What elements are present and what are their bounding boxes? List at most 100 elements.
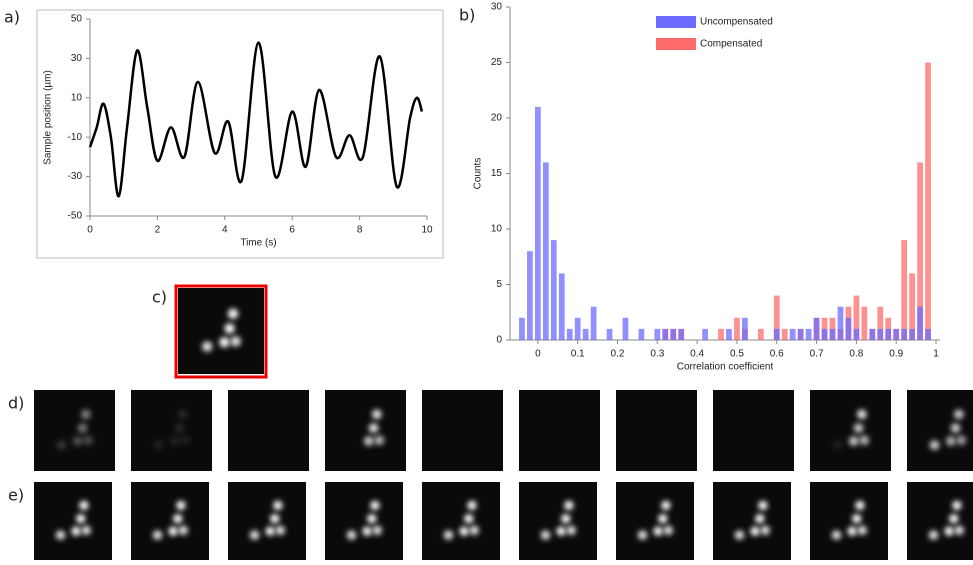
bar — [893, 328, 900, 340]
image-spot — [950, 423, 961, 433]
image-spot — [956, 435, 967, 446]
image-tile — [34, 482, 112, 560]
panel-a-frame — [36, 9, 444, 259]
image-tile — [228, 390, 309, 471]
image-spot — [760, 525, 770, 536]
image-spot — [346, 530, 357, 540]
bar — [678, 328, 685, 340]
image-spot — [374, 435, 385, 446]
image-spot — [275, 525, 285, 536]
image-spot — [944, 526, 954, 536]
x-axis-label: Correlation coefficient — [677, 362, 774, 373]
image-spot — [855, 500, 865, 511]
image-spot — [852, 513, 862, 524]
image-spot — [368, 423, 379, 433]
bar — [519, 317, 525, 340]
image-spot — [273, 500, 283, 511]
image-tile — [519, 482, 597, 560]
image-tile — [810, 390, 891, 471]
y-tick-label: 10 — [491, 224, 503, 235]
bar — [789, 328, 796, 340]
bar — [535, 106, 541, 341]
bar — [550, 240, 557, 340]
image-spot — [949, 513, 959, 524]
image-tile — [131, 390, 212, 471]
bar — [773, 295, 780, 340]
image-spot — [77, 423, 88, 433]
image-spot — [169, 436, 180, 446]
image-spot — [81, 525, 91, 536]
image-spot — [56, 440, 67, 450]
image-tile — [178, 288, 264, 374]
legend-label: Uncompensated — [700, 17, 773, 28]
y-tick-label: -10 — [68, 132, 83, 143]
x-tick-label: 0 — [535, 349, 541, 360]
image-spot — [928, 530, 939, 540]
bar — [821, 328, 828, 340]
image-tile — [325, 390, 406, 471]
image-spot — [953, 409, 964, 420]
image-spot — [663, 525, 673, 536]
image-spot — [249, 530, 260, 540]
image-spot — [177, 409, 188, 420]
y-tick-label: 30 — [71, 53, 83, 64]
bar — [877, 328, 884, 340]
image-tile — [616, 482, 694, 560]
highlight-frame — [174, 284, 268, 379]
image-spot — [230, 336, 241, 347]
x-tick-label: 0.9 — [889, 349, 903, 360]
image-tile — [713, 390, 794, 471]
bar — [566, 328, 573, 340]
bar — [877, 306, 884, 340]
image-tile — [519, 390, 600, 471]
image-tiles — [34, 288, 973, 560]
image-spot — [370, 500, 380, 511]
x-tick-label: 0.1 — [571, 349, 585, 360]
bar — [654, 328, 661, 340]
bar — [702, 328, 708, 340]
image-spot — [152, 530, 163, 540]
y-axis-label: Sample position (µm) — [43, 70, 54, 165]
image-tile — [907, 390, 973, 471]
bar — [590, 306, 597, 340]
x-tick-label: 6 — [289, 225, 295, 236]
bar — [757, 328, 764, 340]
bar — [638, 328, 645, 340]
bar — [837, 306, 844, 340]
image-spot — [847, 526, 857, 536]
x-tick-label: 0.8 — [849, 349, 863, 360]
image-tile — [713, 482, 791, 560]
x-tick-label: 1 — [933, 349, 939, 360]
image-spot — [734, 530, 745, 540]
legend-swatch — [656, 38, 696, 50]
bar — [845, 317, 852, 340]
image-spot — [750, 526, 760, 536]
panel-label: e) — [8, 486, 24, 505]
image-spot — [72, 436, 83, 446]
image-spot — [556, 526, 566, 536]
bar — [917, 162, 923, 340]
image-spot — [79, 500, 89, 511]
x-tick-label: 0 — [87, 225, 93, 236]
image-spot — [929, 440, 940, 450]
bar — [805, 328, 812, 340]
bar — [726, 328, 732, 340]
image-spot — [227, 308, 239, 319]
image-spot — [856, 409, 867, 420]
image-spot — [219, 337, 230, 348]
bar — [797, 328, 804, 340]
image-spot — [178, 525, 188, 536]
bar — [813, 317, 820, 340]
image-tile — [34, 390, 115, 471]
x-tick-label: 10 — [421, 225, 433, 236]
panel-label: b) — [459, 6, 475, 25]
bar — [781, 328, 788, 340]
image-spot — [832, 440, 843, 450]
image-spot — [83, 435, 94, 446]
image-spot — [859, 435, 870, 446]
image-spot — [653, 526, 663, 536]
image-tile — [325, 482, 403, 560]
bar — [773, 328, 780, 340]
image-spot — [848, 436, 859, 446]
image-spot — [174, 423, 185, 433]
